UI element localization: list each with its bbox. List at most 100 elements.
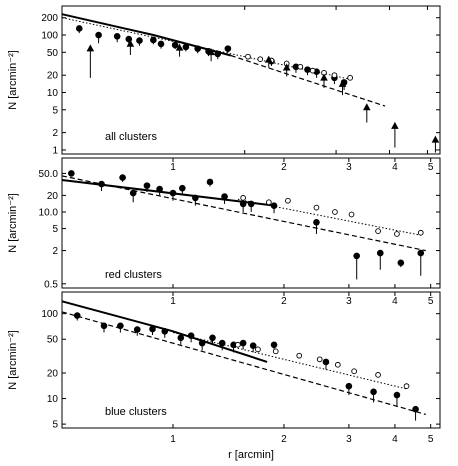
data-point [285,197,291,204]
panel-label: blue clusters [105,406,167,418]
data-point [239,339,247,347]
data-point [73,312,81,319]
panel-label: red clusters [105,269,162,281]
y-tick-label: 1 [52,145,58,156]
panel-frame [61,5,441,155]
data-point [221,193,228,200]
data-point [150,36,157,44]
data-point [249,342,257,349]
data-point [207,48,215,56]
data-point [129,189,137,197]
data-point [230,341,237,349]
x-tick-label: 4 [392,162,398,173]
data-point [394,231,400,237]
data-point [412,405,419,413]
y-axis-label: N [arcmin⁻²] [7,50,19,110]
data-point [309,67,316,74]
fit-line-dotted [237,198,421,236]
y-tick-label: 0.5 [44,279,58,290]
data-point [282,63,291,71]
data-point [156,185,163,193]
plot-area: 1 2 5 10 20 50 100 200 1 2 3 4 5 [41,6,440,173]
data-point [171,41,179,49]
data-point [117,322,124,330]
x-tick-label: 4 [392,296,398,307]
data-point [75,25,83,32]
y-tick-label: 20 [47,369,59,380]
y-tick-label: 20 [47,191,59,202]
x-tick-label: 3 [346,162,352,173]
data-point [68,170,75,177]
data-point [351,368,357,375]
y-tick-label: 2 [52,128,58,139]
data-point [177,334,185,342]
data-point [331,72,338,79]
data-point [397,259,405,267]
data-point [247,200,255,208]
x-tick-label: 4 [392,434,398,445]
data-point [264,55,273,63]
data-point [292,63,300,71]
data-point [332,209,338,215]
y-tick-label: 10 [47,88,59,99]
panel-frame [61,157,441,289]
data-point [206,178,214,186]
data-point [296,352,303,359]
data-point [235,341,241,348]
data-point [175,43,184,51]
data-point [192,194,199,202]
data-point [255,346,261,353]
data-point [187,332,195,340]
y-tick-label: 2 [52,246,58,257]
data-point [393,391,401,399]
fit-line-solid [61,179,276,207]
data-point [240,195,247,201]
data-point [86,44,95,52]
y-tick-label: 100 [41,31,58,42]
y-tick-label: 5 [52,105,58,116]
data-point [313,219,320,226]
data-point [126,39,135,47]
data-point [334,361,341,368]
x-tick-label: 2 [281,296,287,307]
data-point [143,182,151,189]
data-point [266,199,272,206]
data-point [179,184,186,192]
data-point [338,79,347,87]
fit-line-solid [61,300,268,363]
y-tick-label: 5 [52,224,58,235]
data-point [313,204,320,211]
plot-area: 0.5 2 5 10.0 20 50.0 1 2 3 4 5 [39,158,440,307]
data-point [270,341,278,349]
y-tick-label: 5 [52,420,58,431]
plot-area: 5 10 20 50 100 1 2 3 4 5 [41,292,440,445]
data-point [257,56,264,63]
fit-line-dotted [172,332,407,390]
data-point [304,66,311,73]
fit-line-dashed [230,54,386,107]
data-point [363,103,371,111]
data-point [245,53,251,60]
data-point [218,339,226,347]
data-point [149,325,156,333]
data-point [403,383,410,390]
y-tick-label: 100 [41,309,58,320]
data-point [370,388,377,396]
data-point [198,339,206,347]
data-point [157,40,165,48]
y-tick-label: 50 [47,48,59,59]
data-point [320,73,328,81]
data-point [417,249,425,257]
panel-frame [61,291,441,429]
data-point [272,348,279,355]
panel-blue-clusters: 5 10 20 50 100 1 2 3 4 5 blue clusters [41,291,441,445]
fit-line-solid [61,13,232,57]
x-tick-label: 5 [428,296,434,307]
y-tick-label: 20 [47,71,59,82]
data-point [100,322,108,330]
data-point [417,229,424,236]
panel-label: all clusters [105,131,157,143]
data-point [161,327,169,335]
data-point [297,63,304,70]
